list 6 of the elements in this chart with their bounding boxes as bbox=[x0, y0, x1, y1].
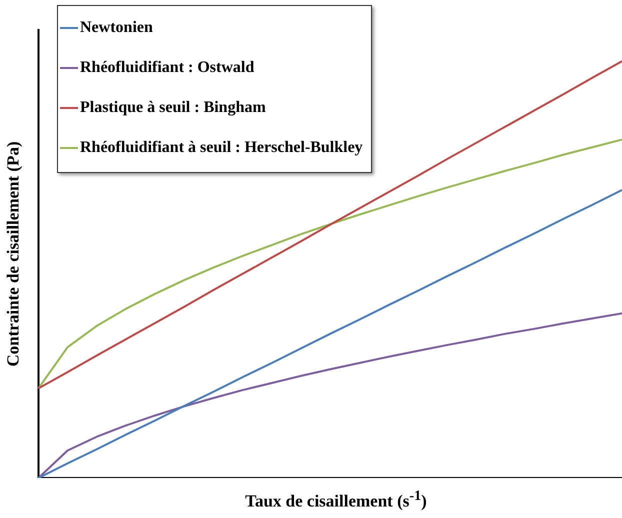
legend-label: Plastique à seuil : Bingham bbox=[80, 99, 266, 117]
legend-label: Newtonien bbox=[80, 19, 153, 37]
x-axis-title: Taux de cisaillement (s$^{-1}$) bbox=[244, 488, 428, 512]
y-axis-title: Contrainte de cisaillement (Pa) bbox=[4, 141, 23, 367]
legend-label: Rhéofluidifiant à seuil : Herschel-Bulkley bbox=[80, 139, 363, 157]
legend-label: Rhéofluidifiant : Ostwald bbox=[80, 59, 254, 77]
